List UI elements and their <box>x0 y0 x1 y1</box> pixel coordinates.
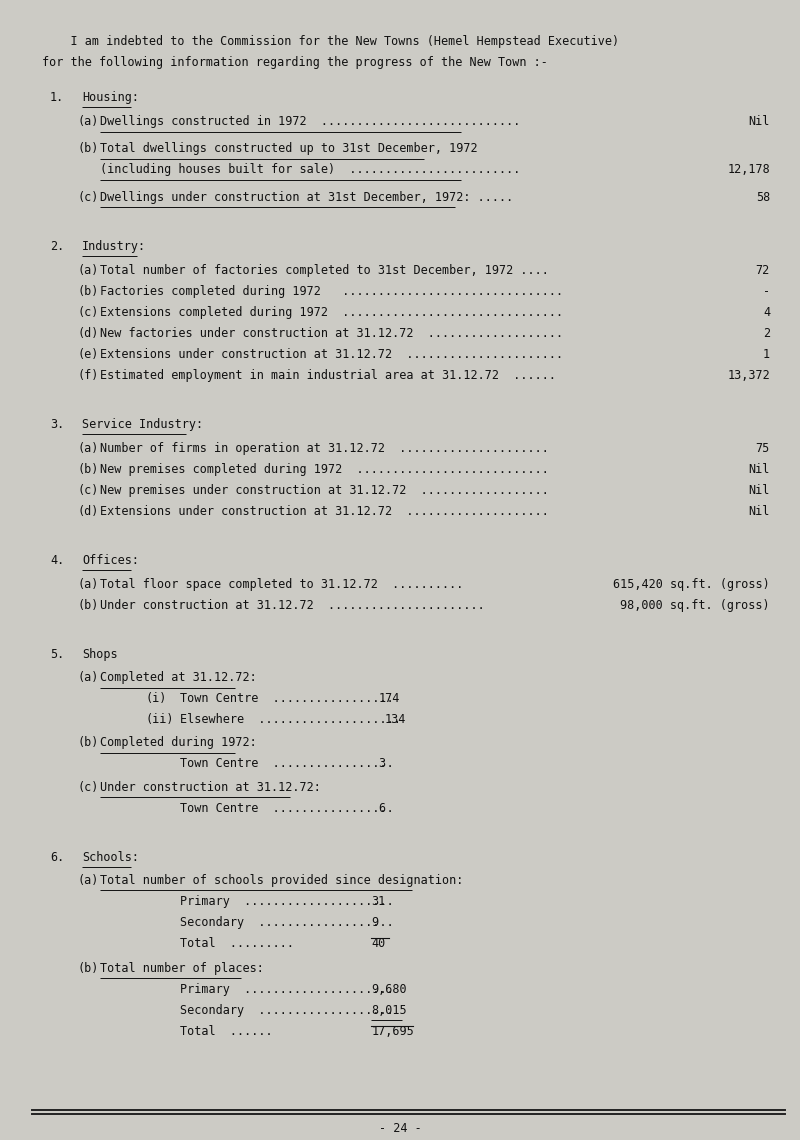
Text: (a): (a) <box>78 263 99 277</box>
Text: Nil: Nil <box>749 115 770 128</box>
Text: 1: 1 <box>763 348 770 361</box>
Text: 2: 2 <box>763 327 770 340</box>
Text: Nil: Nil <box>749 484 770 497</box>
Text: for the following information regarding the progress of the New Town :-: for the following information regarding … <box>42 56 548 70</box>
Text: (b): (b) <box>78 962 99 975</box>
Text: Elsewhere  ....................: Elsewhere .................... <box>180 714 401 726</box>
Text: 4.: 4. <box>50 554 64 567</box>
Text: Total floor space completed to 31.12.72  ..........: Total floor space completed to 31.12.72 … <box>100 578 463 592</box>
Text: Shops: Shops <box>82 649 118 661</box>
Text: Total number of places:: Total number of places: <box>100 962 264 975</box>
Text: 1.: 1. <box>50 91 64 104</box>
Text: Service Industry:: Service Industry: <box>82 418 203 431</box>
Text: (d): (d) <box>78 327 99 340</box>
Text: Primary  .....................: Primary ..................... <box>180 895 394 907</box>
Text: (ii): (ii) <box>145 714 174 726</box>
Text: Completed during 1972:: Completed during 1972: <box>100 736 257 749</box>
Text: 4: 4 <box>763 306 770 319</box>
Text: 8,015: 8,015 <box>371 1004 407 1017</box>
Text: Total  ......: Total ...... <box>180 1025 273 1037</box>
Text: (d): (d) <box>78 505 99 518</box>
Text: Town Centre  .................: Town Centre ................. <box>180 757 394 771</box>
Text: 58: 58 <box>756 190 770 204</box>
Text: Housing:: Housing: <box>82 91 139 104</box>
Text: (a): (a) <box>78 115 99 128</box>
Text: 2.: 2. <box>50 239 64 253</box>
Text: Extensions completed during 1972  ...............................: Extensions completed during 1972 .......… <box>100 306 563 319</box>
Text: Town Centre  .................: Town Centre ................. <box>180 692 394 706</box>
Text: Number of firms in operation at 31.12.72  .....................: Number of firms in operation at 31.12.72… <box>100 442 549 455</box>
Text: Under construction at 31.12.72:: Under construction at 31.12.72: <box>100 781 321 793</box>
Text: (including houses built for sale)  ........................: (including houses built for sale) ......… <box>100 163 520 177</box>
Text: New factories under construction at 31.12.72  ...................: New factories under construction at 31.1… <box>100 327 563 340</box>
Text: (b): (b) <box>78 142 99 155</box>
Text: (a): (a) <box>78 442 99 455</box>
Text: Extensions under construction at 31.12.72  ......................: Extensions under construction at 31.12.7… <box>100 348 563 361</box>
Text: (e): (e) <box>78 348 99 361</box>
Text: 6: 6 <box>378 801 386 814</box>
Text: I am indebted to the Commission for the New Towns (Hemel Hempstead Executive): I am indebted to the Commission for the … <box>42 35 619 48</box>
Text: (c): (c) <box>78 781 99 793</box>
Text: (b): (b) <box>78 285 99 298</box>
Text: 3: 3 <box>378 757 386 771</box>
Text: 12,178: 12,178 <box>727 163 770 177</box>
Text: 98,000 sq.ft. (gross): 98,000 sq.ft. (gross) <box>620 600 770 612</box>
Text: 31: 31 <box>371 895 386 907</box>
Text: Total dwellings constructed up to 31st December, 1972: Total dwellings constructed up to 31st D… <box>100 142 478 155</box>
Text: 5.: 5. <box>50 649 64 661</box>
Text: Secondary  ...................: Secondary ................... <box>180 1004 394 1017</box>
Text: Under construction at 31.12.72  ......................: Under construction at 31.12.72 .........… <box>100 600 485 612</box>
Text: Dwellings under construction at 31st December, 1972: .....: Dwellings under construction at 31st Dec… <box>100 190 514 204</box>
Text: 75: 75 <box>756 442 770 455</box>
Text: (f): (f) <box>78 369 99 382</box>
Text: - 24 -: - 24 - <box>378 1122 422 1135</box>
Text: 17,695: 17,695 <box>371 1025 414 1037</box>
Text: 9,680: 9,680 <box>371 983 407 996</box>
Text: 72: 72 <box>756 263 770 277</box>
Text: Total number of schools provided since designation:: Total number of schools provided since d… <box>100 873 463 887</box>
Text: (i): (i) <box>145 692 166 706</box>
Text: (a): (a) <box>78 873 99 887</box>
Text: (b): (b) <box>78 600 99 612</box>
Text: New premises completed during 1972  ...........................: New premises completed during 1972 .....… <box>100 463 549 477</box>
Text: New premises under construction at 31.12.72  ..................: New premises under construction at 31.12… <box>100 484 549 497</box>
Text: Offices:: Offices: <box>82 554 139 567</box>
Text: Factories completed during 1972   ...............................: Factories completed during 1972 ........… <box>100 285 563 298</box>
Text: 40: 40 <box>371 937 386 950</box>
Text: Nil: Nil <box>749 505 770 518</box>
Text: Industry:: Industry: <box>82 239 146 253</box>
Text: 134: 134 <box>385 714 406 726</box>
Text: Town Centre  .................: Town Centre ................. <box>180 801 394 814</box>
Text: (b): (b) <box>78 736 99 749</box>
Text: 13,372: 13,372 <box>727 369 770 382</box>
Text: Secondary  ...................: Secondary ................... <box>180 915 394 929</box>
Text: -: - <box>763 285 770 298</box>
Text: (a): (a) <box>78 578 99 592</box>
Text: Nil: Nil <box>749 463 770 477</box>
Text: 174: 174 <box>378 692 400 706</box>
Text: Schools:: Schools: <box>82 850 139 863</box>
Text: (c): (c) <box>78 484 99 497</box>
Text: (c): (c) <box>78 190 99 204</box>
Text: 3.: 3. <box>50 418 64 431</box>
Text: Primary  .....................: Primary ..................... <box>180 983 394 996</box>
Text: Total  .........: Total ......... <box>180 937 294 950</box>
Text: 6.: 6. <box>50 850 64 863</box>
Text: (c): (c) <box>78 306 99 319</box>
Text: 615,420 sq.ft. (gross): 615,420 sq.ft. (gross) <box>614 578 770 592</box>
Text: Dwellings constructed in 1972  ............................: Dwellings constructed in 1972 ..........… <box>100 115 520 128</box>
Text: (b): (b) <box>78 463 99 477</box>
Text: Total number of factories completed to 31st December, 1972 ....: Total number of factories completed to 3… <box>100 263 549 277</box>
Text: Extensions under construction at 31.12.72  ....................: Extensions under construction at 31.12.7… <box>100 505 549 518</box>
Text: 9: 9 <box>371 915 378 929</box>
Text: Estimated employment in main industrial area at 31.12.72  ......: Estimated employment in main industrial … <box>100 369 556 382</box>
Text: Completed at 31.12.72:: Completed at 31.12.72: <box>100 671 257 684</box>
Text: (a): (a) <box>78 671 99 684</box>
